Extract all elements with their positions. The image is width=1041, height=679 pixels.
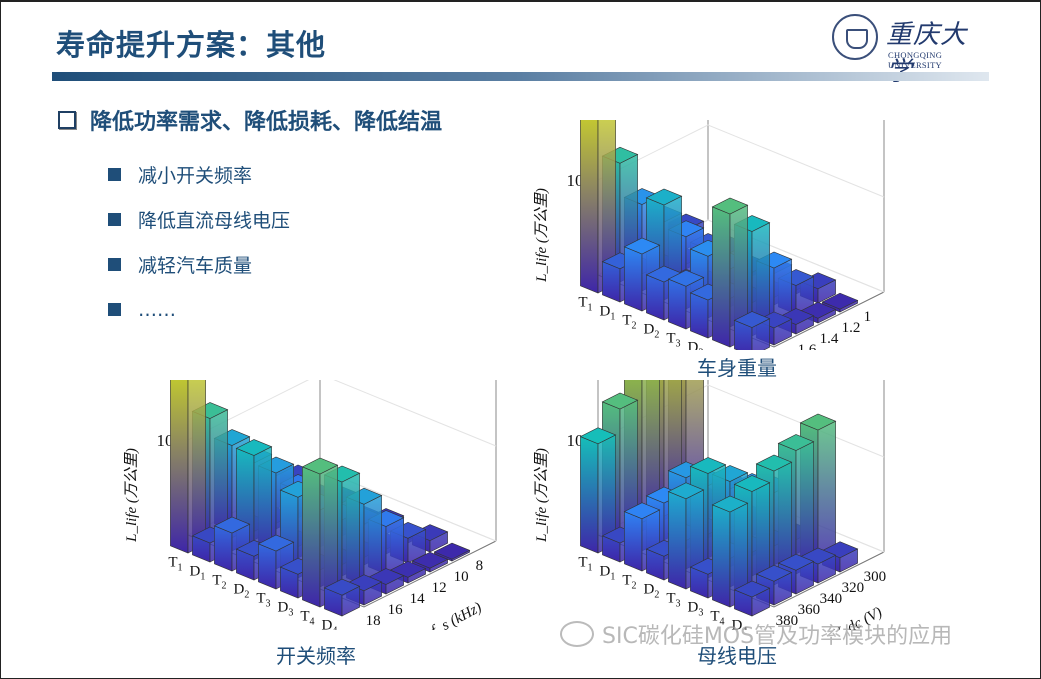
svg-text:L_life (万公里): L_life (万公里) [123, 448, 140, 543]
svg-text:T2: T2 [622, 572, 636, 591]
watermark-text: SIC碳化硅MOS管及功率模块的应用 [602, 624, 953, 649]
svg-text:D3: D3 [277, 599, 293, 618]
square-bullet-icon [108, 303, 121, 316]
svg-text:T2: T2 [622, 312, 636, 331]
svg-text:L_life (万公里): L_life (万公里) [533, 188, 550, 283]
caption-switching-frequency: 开关频率 [276, 644, 356, 668]
svg-text:380: 380 [776, 613, 799, 629]
university-name-en: CHONGQING UNIVERSITY [888, 50, 943, 70]
svg-text:T3: T3 [256, 590, 270, 609]
svg-text:D2: D2 [643, 321, 659, 340]
title-divider [52, 72, 989, 81]
caption-vehicle-mass: 车身重量 [697, 356, 777, 380]
svg-text:10: 10 [454, 569, 469, 585]
svg-text:8: 8 [476, 558, 484, 574]
svg-text:D1: D1 [599, 303, 615, 322]
svg-text:T4: T4 [710, 348, 724, 350]
svg-text:T1: T1 [168, 554, 182, 573]
svg-text:360: 360 [798, 602, 821, 618]
svg-text:T3: T3 [666, 590, 680, 609]
svg-text:1.6: 1.6 [798, 342, 817, 350]
svg-text:16: 16 [388, 602, 404, 618]
section-heading-text: 降低功率需求、降低损耗、降低结温 [90, 110, 443, 135]
svg-text:320: 320 [842, 580, 865, 596]
square-bullet-icon [108, 168, 121, 181]
svg-text:T3: T3 [666, 330, 680, 349]
svg-text:14: 14 [410, 591, 426, 607]
bullet-item: …… [108, 287, 290, 332]
university-name-cn: 重庆大学 [886, 20, 968, 87]
checkbox-bullet-icon [58, 111, 76, 129]
section-heading: 降低功率需求、降低损耗、降低结温 [58, 104, 442, 136]
svg-text:300: 300 [864, 569, 887, 585]
svg-text:f_s (kHz): f_s (kHz) [429, 600, 485, 630]
square-bullet-icon [108, 213, 121, 226]
caption-dc-bus-voltage: 母线电压 [697, 644, 777, 668]
bullet-text: …… [138, 298, 176, 321]
svg-text:D1: D1 [189, 563, 205, 582]
svg-text:T1: T1 [578, 554, 592, 573]
svg-text:1.4: 1.4 [820, 331, 839, 347]
watermark: SIC碳化硅MOS管及功率模块的应用 [560, 618, 952, 650]
svg-text:12: 12 [432, 580, 447, 596]
svg-text:18: 18 [366, 613, 381, 629]
university-seal-icon [832, 14, 878, 60]
bullet-item: 降低直流母线电压 [108, 197, 290, 242]
slide-title: 寿命提升方案：其他 [56, 28, 327, 62]
bullet-text: 降低直流母线电压 [138, 210, 291, 232]
svg-text:D2: D2 [643, 581, 659, 600]
svg-text:D3: D3 [687, 339, 703, 350]
svg-text:D2: D2 [233, 581, 249, 600]
chart-dc-bus-voltage: 0100200T1D1T2D2T3D3T4D4300320340360380V_… [533, 380, 887, 630]
svg-text:D1: D1 [599, 563, 615, 582]
svg-text:1.2: 1.2 [842, 320, 861, 336]
svg-text:L_life (万公里): L_life (万公里) [533, 448, 550, 543]
svg-text:340: 340 [820, 591, 843, 607]
svg-text:T2: T2 [212, 572, 226, 591]
bullet-text: 减轻汽车质量 [138, 255, 253, 277]
svg-text:T4: T4 [300, 608, 314, 627]
bullet-list: 减小开关频率 降低直流母线电压 减轻汽车质量 …… [108, 152, 290, 332]
svg-text:D3: D3 [687, 599, 703, 618]
bullet-text: 减小开关频率 [138, 165, 253, 187]
bullet-item: 减轻汽车质量 [108, 242, 290, 287]
chart-vehicle-mass: 0100200T1D1T2D2T3D3T4D411.21.41.61.8m (t… [533, 120, 885, 350]
bullet-item: 减小开关频率 [108, 152, 290, 197]
svg-text:T1: T1 [578, 294, 592, 313]
chart-switching-frequency: 0100200T1D1T2D2T3D3T4D481012141618f_s (k… [123, 380, 497, 630]
svg-text:1: 1 [864, 309, 872, 325]
wechat-icon [560, 621, 594, 647]
square-bullet-icon [108, 258, 121, 271]
svg-text:D4: D4 [321, 617, 337, 630]
university-logo: 重庆大学 CHONGQING UNIVERSITY [832, 12, 992, 87]
